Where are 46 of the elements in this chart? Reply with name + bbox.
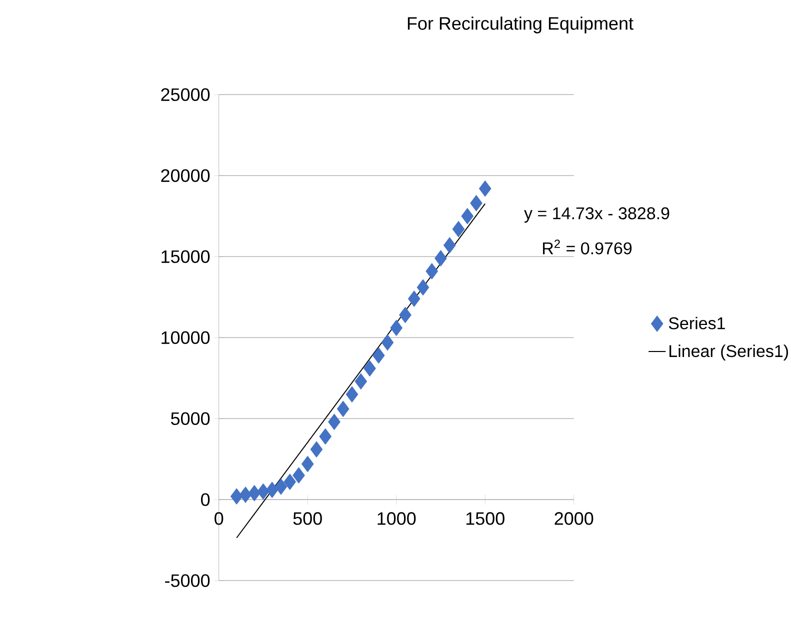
point	[399, 306, 412, 324]
point	[434, 250, 447, 266]
point	[319, 428, 332, 445]
x-tick-label: 0	[214, 512, 224, 525]
x-tick-label: 500	[293, 512, 322, 525]
point	[364, 360, 376, 377]
annotation: y = 14.73x - 3828.9	[524, 207, 670, 223]
chart-title: For Recirculating Equipment	[408, 16, 634, 34]
point	[248, 484, 261, 502]
y-tick-label: 20000	[161, 169, 210, 182]
point	[416, 279, 430, 296]
point	[461, 208, 474, 224]
point	[346, 386, 358, 403]
point	[354, 373, 368, 390]
point	[381, 334, 394, 351]
point	[284, 474, 296, 490]
x-tick-label: 1500	[466, 512, 504, 525]
point	[372, 347, 385, 364]
y-tick-label: 10000	[162, 331, 210, 344]
point	[426, 263, 438, 280]
point	[336, 400, 350, 418]
point	[408, 290, 420, 307]
point	[478, 180, 492, 197]
point	[452, 220, 465, 238]
x-tick-label: 1000	[378, 512, 416, 525]
y-tick-label: 15000	[162, 250, 210, 264]
point	[310, 441, 323, 458]
y-tick-label: 25000	[161, 88, 210, 101]
point	[292, 467, 305, 484]
point	[470, 194, 482, 212]
annotation: R$^{2}$ = 0.9769	[543, 240, 632, 254]
point	[257, 483, 270, 500]
point	[239, 486, 252, 503]
y-tick-label: 5000	[171, 412, 210, 426]
y-tick-label: 0	[201, 493, 210, 506]
legend-label: Linear (Series1)	[670, 344, 788, 360]
point	[443, 237, 456, 254]
legend-label: Series1	[668, 316, 725, 330]
point	[328, 414, 340, 430]
point	[266, 482, 278, 498]
y-tick-label: -5000	[165, 574, 210, 588]
point	[274, 478, 288, 495]
x-tick-label: 2000	[554, 512, 594, 525]
point	[230, 488, 243, 505]
point	[390, 320, 403, 336]
point	[301, 456, 314, 472]
